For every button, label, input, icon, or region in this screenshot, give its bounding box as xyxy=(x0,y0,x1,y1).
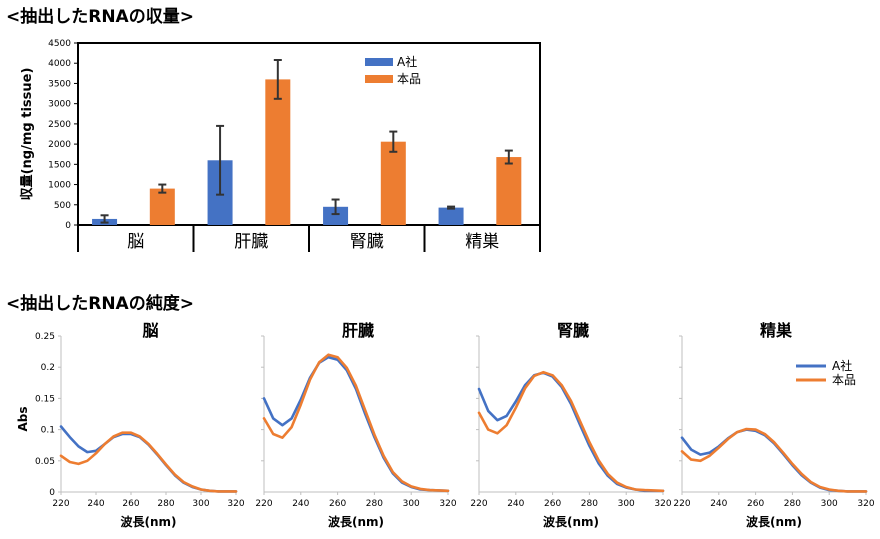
x-axis-label: 波長(nm) xyxy=(328,514,384,529)
legend-label: 本品 xyxy=(397,72,421,86)
y-axis-label: 収量(ng/mg tissue) xyxy=(20,68,35,201)
series-line xyxy=(477,370,665,493)
panel-title: 脳 xyxy=(142,321,158,340)
y-tick-label: 1500 xyxy=(48,160,71,170)
x-axis-label: 波長(nm) xyxy=(120,514,176,529)
x-axis-label: 波長(nm) xyxy=(746,514,802,529)
y-tick-label: 3000 xyxy=(48,100,71,110)
y-tick-label: 0.05 xyxy=(35,457,55,467)
series-line xyxy=(262,353,450,493)
y-tick-label: 2500 xyxy=(48,120,71,130)
x-tick-label: 240 xyxy=(87,499,104,509)
x-tick-label: 280 xyxy=(157,499,174,509)
y-tick-label: 0.25 xyxy=(35,332,55,342)
bar xyxy=(265,79,291,226)
x-tick-label: 220 xyxy=(673,499,690,509)
y-tick-label: 0 xyxy=(65,221,71,231)
series-line xyxy=(59,431,238,493)
legend-swatch xyxy=(365,58,393,66)
x-tick-label: 320 xyxy=(439,499,456,509)
series-line xyxy=(680,428,868,493)
x-tick-label: 320 xyxy=(227,499,244,509)
legend-label: A社 xyxy=(832,358,852,373)
x-tick-label: 280 xyxy=(581,499,598,509)
series-line xyxy=(680,427,868,493)
x-tick-label: 240 xyxy=(710,499,727,509)
category-label: 腎臓 xyxy=(350,232,384,252)
x-tick-label: 260 xyxy=(544,499,561,509)
yield-section-title: <抽出したRNAの収量> xyxy=(6,7,194,27)
series-line xyxy=(59,425,238,493)
legend-label: A社 xyxy=(397,54,417,69)
x-axis-label: 波長(nm) xyxy=(543,514,599,529)
x-tick-label: 280 xyxy=(366,499,383,509)
bar xyxy=(323,206,349,225)
y-tick-label: 0.15 xyxy=(35,394,55,404)
category-label: 肝臓 xyxy=(234,232,268,252)
y-tick-label: 2000 xyxy=(48,140,71,150)
x-tick-label: 280 xyxy=(784,499,801,509)
panel-title: 肝臓 xyxy=(342,321,374,340)
category-label: 脳 xyxy=(127,232,144,252)
x-tick-label: 240 xyxy=(507,499,524,509)
x-tick-label: 220 xyxy=(52,499,69,509)
x-tick-label: 220 xyxy=(255,499,272,509)
purity-section-title: <抽出したRNAの純度> xyxy=(6,294,194,314)
series-line xyxy=(477,371,665,493)
panel-title: 腎臓 xyxy=(557,321,589,340)
x-tick-label: 260 xyxy=(122,499,139,509)
x-tick-label: 260 xyxy=(329,499,346,509)
y-tick-label: 500 xyxy=(54,201,71,211)
bar xyxy=(496,157,522,225)
category-label: 精巣 xyxy=(465,232,499,252)
yield-bar-chart: 0 500 1000 1500 2000 2500 3000 3500 4000 4500 収量(n… xyxy=(20,39,541,252)
y-tick-label: 4000 xyxy=(48,59,71,69)
legend-label: 本品 xyxy=(832,373,856,387)
x-tick-label: 320 xyxy=(857,499,874,509)
panel-title: 精巣 xyxy=(760,321,793,340)
x-tick-label: 300 xyxy=(403,499,420,509)
y-tick-label: 0.2 xyxy=(41,363,55,373)
x-tick-label: 240 xyxy=(292,499,309,509)
bar xyxy=(438,207,464,225)
y-tick-label: 1000 xyxy=(48,181,71,191)
y-axis-label: Abs xyxy=(16,406,30,431)
bar xyxy=(149,188,175,225)
x-tick-label: 220 xyxy=(470,499,487,509)
x-tick-label: 260 xyxy=(747,499,764,509)
x-tick-label: 320 xyxy=(654,499,671,509)
y-tick-label: 0 xyxy=(49,488,55,498)
y-tick-label: 3500 xyxy=(48,79,71,89)
y-tick-label: 4500 xyxy=(48,39,71,49)
bar xyxy=(380,141,406,225)
x-tick-label: 300 xyxy=(192,499,209,509)
x-tick-label: 300 xyxy=(618,499,635,509)
legend-swatch xyxy=(365,75,393,83)
x-tick-label: 300 xyxy=(821,499,838,509)
y-tick-label: 0.1 xyxy=(41,426,55,436)
